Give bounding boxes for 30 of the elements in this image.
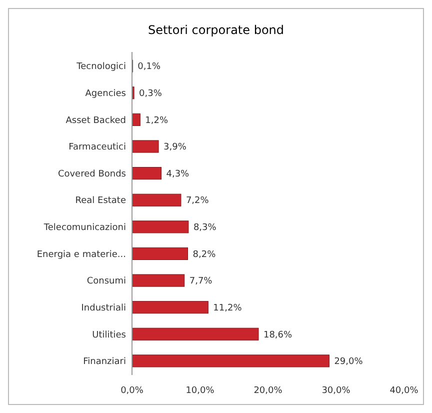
data-label: 0,3% [139,89,162,100]
y-tick-label: Agencies [85,89,126,100]
x-tick-label: 30,0% [322,386,351,396]
chart-title: Settori corporate bond [148,23,284,37]
x-tick-label: 10,0% [186,386,215,396]
data-label: 29,0% [334,357,364,368]
x-tick-label: 40,0% [390,386,419,396]
data-label: 7,2% [186,196,210,206]
y-tick-label: Energia e materie... [36,250,126,260]
y-tick-label: Farmaceutici [68,142,126,153]
data-label: 0,1% [138,62,161,72]
y-tick-label: Consumi [86,276,126,287]
y-tick-label: Tecnologici [76,62,126,72]
data-label: 3,9% [164,142,187,153]
x-tick-label: 0,0% [120,386,144,396]
data-label: 7,7% [189,276,213,287]
data-label: 8,3% [193,223,217,234]
data-label: 18,6% [263,330,293,340]
data-label: 1,2% [145,116,168,126]
x-tick-label: 20,0% [254,386,283,396]
y-tick-label: Asset Backed [66,116,126,126]
y-tick-label: Covered Bonds [58,169,126,180]
data-label: 4,3% [166,169,190,180]
y-tick-label: Finanziari [83,357,126,368]
data-label: 8,2% [192,250,216,260]
y-tick-label: Telecomunicazioni [42,223,126,234]
y-tick-label: Utilities [92,330,126,340]
y-tick-label: Industriali [81,303,126,314]
data-label: 11,2% [213,303,242,314]
y-tick-label: Real Estate [75,196,126,206]
